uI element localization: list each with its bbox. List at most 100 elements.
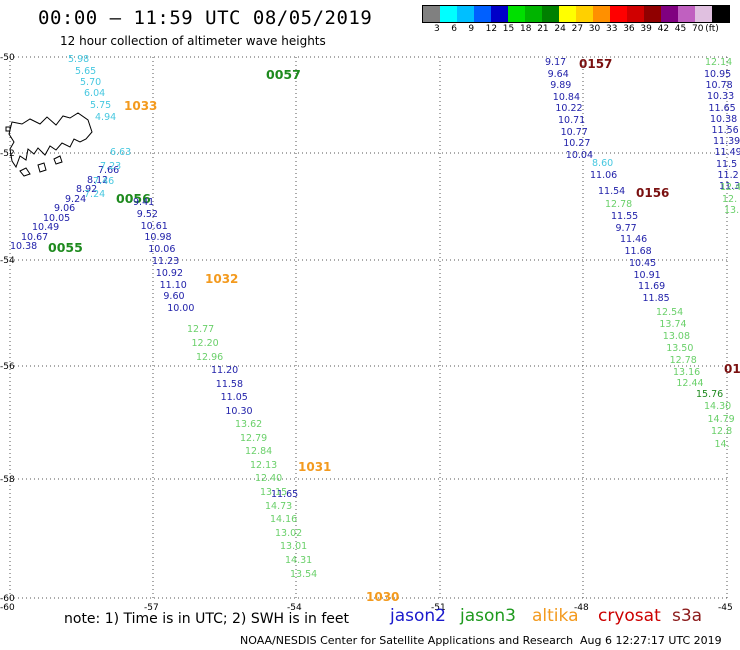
- note-text: note: 1) Time is in UTC; 2) SWH is in fe…: [64, 611, 350, 627]
- wave-height-value: 9.41: [133, 197, 155, 208]
- wave-height-value: 10.05: [43, 212, 71, 224]
- colorbar-swatch: [678, 6, 695, 22]
- latitude-tick-label: -60: [0, 594, 15, 604]
- wave-height-value: 14.79: [707, 413, 735, 425]
- wave-height-value: 9.64: [547, 68, 569, 80]
- colorbar-label: 39: [640, 24, 652, 34]
- lat-lon-grid: [9, 56, 728, 599]
- wave-height-value: 8.60: [592, 158, 614, 169]
- latitude-tick-label: -56: [0, 362, 15, 372]
- wave-height-value: 12.44: [676, 378, 704, 390]
- wave-height-value: 9.17: [545, 57, 567, 68]
- wave-height-value: 12.84: [245, 446, 273, 458]
- wave-height-value: 14.16: [270, 514, 298, 526]
- longitude-tick-label: -51: [431, 603, 446, 613]
- latitude-tick-label: -58: [0, 475, 15, 485]
- wave-height-value: 13.15: [260, 487, 288, 498]
- wave-height-value: 14.30: [704, 401, 732, 412]
- wave-height-value: 10.00: [167, 303, 195, 315]
- wave-height-value: 10.91: [633, 269, 661, 281]
- wave-height-value: 5.98: [68, 54, 90, 65]
- wave-height-value: 13.: [724, 205, 740, 216]
- track-time-label: 1032: [205, 272, 239, 286]
- wave-height-value: 7.46: [93, 176, 115, 187]
- latitude-tick-label: -52: [0, 149, 15, 159]
- wave-height-value: 11.85: [642, 292, 670, 304]
- wave-height-value: 10.67: [21, 231, 49, 243]
- wave-height-value: 9.52: [136, 208, 158, 220]
- wave-height-value: 12.: [722, 193, 738, 205]
- wave-height-value: 10.22: [555, 103, 583, 115]
- credit-text: NOAA/NESDIS Center for Satellite Applica…: [240, 634, 574, 647]
- wave-height-value: 7.66: [98, 165, 120, 176]
- wave-height-value: 10.45: [629, 257, 657, 269]
- wave-height-value: 11.68: [624, 246, 652, 258]
- longitude-tick-label: -57: [144, 603, 159, 613]
- wave-height-value: 12.77: [187, 324, 215, 335]
- track-time-label: 0157: [579, 57, 613, 71]
- colorbar-swatch: [644, 6, 661, 22]
- wave-height-value: 5.70: [80, 77, 102, 88]
- legend-item-s3a: s3a: [672, 606, 703, 626]
- wave-height-value: 12.8: [711, 426, 733, 437]
- colorbar-swatch: [695, 6, 712, 22]
- longitude-tick-label: -48: [574, 603, 589, 613]
- wave-height-value: 11.46: [620, 234, 648, 246]
- colorbar-swatch: [610, 6, 627, 22]
- wave-height-value: 12.96: [196, 352, 224, 363]
- colorbar-label: 3: [434, 24, 440, 34]
- latitude-tick-label: -54: [0, 256, 15, 266]
- wave-height-value: 11.10: [159, 279, 187, 291]
- wave-height-value: 10.04: [565, 149, 593, 161]
- wave-height-value: 11.2: [717, 169, 739, 181]
- wave-height-value: 12.14: [705, 57, 733, 68]
- wave-height-value: 12.20: [191, 338, 219, 349]
- track-time-label: 01: [724, 362, 740, 376]
- wave-height-value: 13.16: [673, 366, 701, 378]
- wave-height-value: 13.50: [666, 342, 694, 354]
- map-title: 00:00 – 11:59 UTC 08/05/2019: [38, 7, 373, 29]
- wave-height-value: 10.78: [705, 80, 733, 92]
- colorbar-label: 45: [674, 24, 687, 34]
- wave-height-value: 14.: [714, 438, 730, 450]
- track-time-label: 1030: [366, 590, 400, 604]
- colorbar-label: 18: [520, 24, 532, 34]
- wave-height-value: 8.92: [76, 184, 98, 195]
- colorbar-swatch: [440, 6, 457, 22]
- wave-height-value: 10.30: [225, 405, 253, 417]
- wave-height-value: 9.60: [163, 291, 185, 303]
- wave-height-value: 15.76: [696, 389, 724, 400]
- colorbar-swatch: [576, 6, 593, 22]
- wave-height-value: 13.54: [290, 568, 318, 580]
- wave-height-value: 10.98: [144, 232, 172, 244]
- colorbar-label: 21: [537, 24, 549, 34]
- wave-height-value: 11.3: [719, 181, 740, 192]
- wave-height-value: 4.94: [95, 112, 117, 123]
- wave-height-value: 12.78: [669, 354, 697, 366]
- colorbar-label: (ft): [705, 24, 719, 34]
- wave-height-value: 11.65: [271, 489, 299, 500]
- legend-item-cryosat: cryosat: [598, 606, 661, 626]
- wave-height-value: 11.06: [590, 170, 618, 181]
- colorbar-label: 9: [468, 24, 475, 34]
- wave-height-value: 10.49: [32, 222, 60, 233]
- wave-height-value: 11.49: [714, 147, 740, 159]
- wave-height-value: 12.78: [605, 199, 633, 210]
- wave-height-value: 10.92: [155, 267, 183, 279]
- colorbar-label: 12: [485, 24, 498, 34]
- wave-height-value: 13.62: [235, 419, 263, 430]
- colorbar-swatch: [593, 6, 610, 22]
- track-time-label: 1033: [124, 99, 158, 113]
- colorbar-swatch: [457, 6, 474, 22]
- wave-height-value: 12.4: [720, 182, 740, 193]
- colorbar-label: 24: [554, 24, 566, 34]
- track-time-label: 0156: [636, 186, 670, 200]
- track-time-label: 0056: [116, 191, 151, 206]
- colorbar-swatch: [508, 6, 525, 22]
- wave-height-value: 11.65: [708, 102, 736, 114]
- wave-height-value: 11.55: [611, 211, 639, 222]
- wave-height-value: 10.33: [707, 91, 735, 103]
- colorbar-swatch: [559, 6, 576, 22]
- timestamp-text: Aug 6 12:27:17 UTC 2019: [580, 634, 722, 647]
